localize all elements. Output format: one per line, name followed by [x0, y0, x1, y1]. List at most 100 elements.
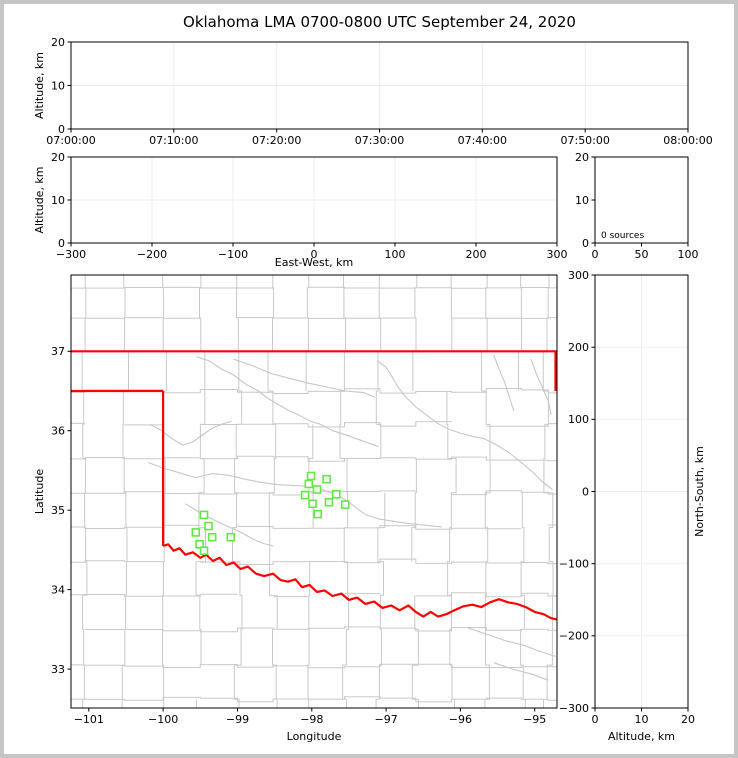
station-marker: [207, 532, 217, 542]
x-tick-label: 0: [311, 248, 318, 261]
x-tick-label: 50: [635, 248, 649, 261]
panel-time-height: 07:00:00 07:10:00 07:20:00 07:30:00 07:40:00…: [33, 36, 713, 147]
y-tick-label: −200: [559, 630, 589, 643]
y-tick-label: 35: [51, 504, 65, 517]
y-tick-label: 33: [51, 663, 65, 676]
panel-frame: [70, 274, 558, 709]
plot-title: Oklahoma LMA 0700-0800 UTC September 24,…: [183, 13, 576, 31]
station-marker: [300, 490, 310, 500]
x-tick-label: −300: [56, 248, 86, 261]
x-tick-label: 0: [592, 248, 599, 261]
x-tick-label: −96: [449, 713, 472, 726]
x-tick-label: 0: [592, 713, 599, 726]
x-axis-label: Altitude, km: [608, 730, 675, 743]
y-tick-label: 10: [575, 194, 589, 207]
x-tick-label: 07:30:00: [355, 134, 404, 147]
y-tick-label: 100: [568, 413, 589, 426]
y-tick-label: 0: [582, 485, 589, 498]
station-marker: [312, 485, 322, 494]
panel-source-histogram: 0 50 100 0 10 20 0 sources: [575, 151, 699, 261]
y-tick-label: −300: [559, 702, 589, 715]
y-tick-label: 10: [51, 194, 65, 207]
station-marker: [204, 521, 213, 531]
x-axis-label: East-West, km: [275, 256, 353, 269]
x-tick-label: 07:10:00: [149, 134, 198, 147]
y-tick-label: 37: [51, 345, 65, 358]
station-marker: [304, 479, 314, 489]
river-line: [493, 355, 515, 412]
x-axis-label: Longitude: [287, 730, 342, 743]
x-tick-label: −100: [218, 248, 248, 261]
y-tick-label: 0: [582, 237, 589, 250]
x-tick-label: −97: [374, 713, 397, 726]
station-marker: [313, 509, 323, 519]
gridlines: [71, 157, 557, 243]
y-tick-label: 10: [51, 79, 65, 92]
river-line: [233, 358, 376, 398]
y-tick-label: −100: [559, 558, 589, 571]
y-tick-label: 300: [568, 269, 589, 282]
river-line: [149, 420, 232, 446]
station-marker: [306, 471, 316, 481]
y-tick-label: 34: [51, 583, 65, 596]
state-border-red-river: [162, 543, 557, 621]
x-tick-label: 07:40:00: [458, 134, 507, 147]
ticks: 0 10 20 300 200 100 0 −100 −200 −300: [559, 269, 695, 726]
ticks: −300 −200 −100 0 100 200 300 0 10 20: [51, 151, 568, 261]
station-marker: [191, 528, 201, 537]
x-tick-label: 100: [678, 248, 699, 261]
sources-count-annotation: 0 sources: [601, 231, 644, 241]
panel-northsouth-height: 0 10 20 300 200 100 0 −100 −200 −300 Altitude, km N…: [559, 269, 706, 743]
station-marker: [199, 510, 209, 520]
ticks: 0 50 100 0 10 20: [575, 151, 699, 261]
x-tick-label: −101: [74, 713, 104, 726]
y-axis-label: Altitude, km: [33, 166, 46, 233]
y-axis-label-right: North-South, km: [693, 446, 706, 537]
station-marker: [199, 546, 209, 556]
station-marker: [322, 474, 331, 484]
x-tick-label: 200: [466, 248, 487, 261]
x-tick-label: −100: [148, 713, 178, 726]
x-tick-label: 07:20:00: [252, 134, 301, 147]
y-tick-label: 0: [58, 237, 65, 250]
station-marker: [331, 489, 341, 499]
river-line: [376, 360, 553, 490]
gridlines: [71, 42, 688, 129]
station-marker: [308, 499, 317, 509]
x-tick-label: −95: [523, 713, 546, 726]
y-axis-label: Latitude: [33, 469, 46, 515]
x-tick-label: 07:50:00: [560, 134, 609, 147]
y-tick-label: 20: [51, 36, 65, 49]
y-tick-label: 36: [51, 425, 65, 438]
x-tick-label: 100: [385, 248, 406, 261]
lma-stations: [191, 471, 350, 556]
x-tick-label: −99: [226, 713, 249, 726]
x-tick-label: −98: [300, 713, 323, 726]
state-border: [71, 350, 557, 621]
panel-eastwest-height: −300 −200 −100 0 100 200 300 0 10 20 East-West, km…: [33, 151, 568, 269]
x-tick-label: 07:00:00: [46, 134, 95, 147]
station-marker: [226, 532, 236, 542]
y-axis-label: Altitude, km: [33, 52, 46, 119]
river-line: [493, 662, 549, 681]
river-line: [530, 359, 552, 415]
x-tick-label: 20: [681, 713, 695, 726]
x-tick-label: −200: [137, 248, 167, 261]
y-tick-label: 20: [51, 151, 65, 164]
ticks: −101 −100 −99 −98 −97 −96 −95 33 34 35 36 37: [51, 345, 546, 726]
station-marker: [324, 497, 334, 507]
ticks: 07:00:00 07:10:00 07:20:00 07:30:00 07:40:00…: [46, 36, 712, 147]
panel-map: −101 −100 −99 −98 −97 −96 −95 33 34 35 36 37 Longitu…: [33, 274, 558, 743]
gridlines: [595, 275, 688, 708]
river-line: [196, 356, 379, 448]
x-tick-label: 300: [547, 248, 568, 261]
map-layers: [71, 275, 557, 708]
y-tick-label: 200: [568, 341, 589, 354]
x-tick-label: 10: [635, 713, 649, 726]
map-rivers: [148, 355, 556, 681]
river-line: [467, 627, 556, 657]
station-marker: [340, 500, 350, 509]
station-marker: [195, 539, 204, 549]
